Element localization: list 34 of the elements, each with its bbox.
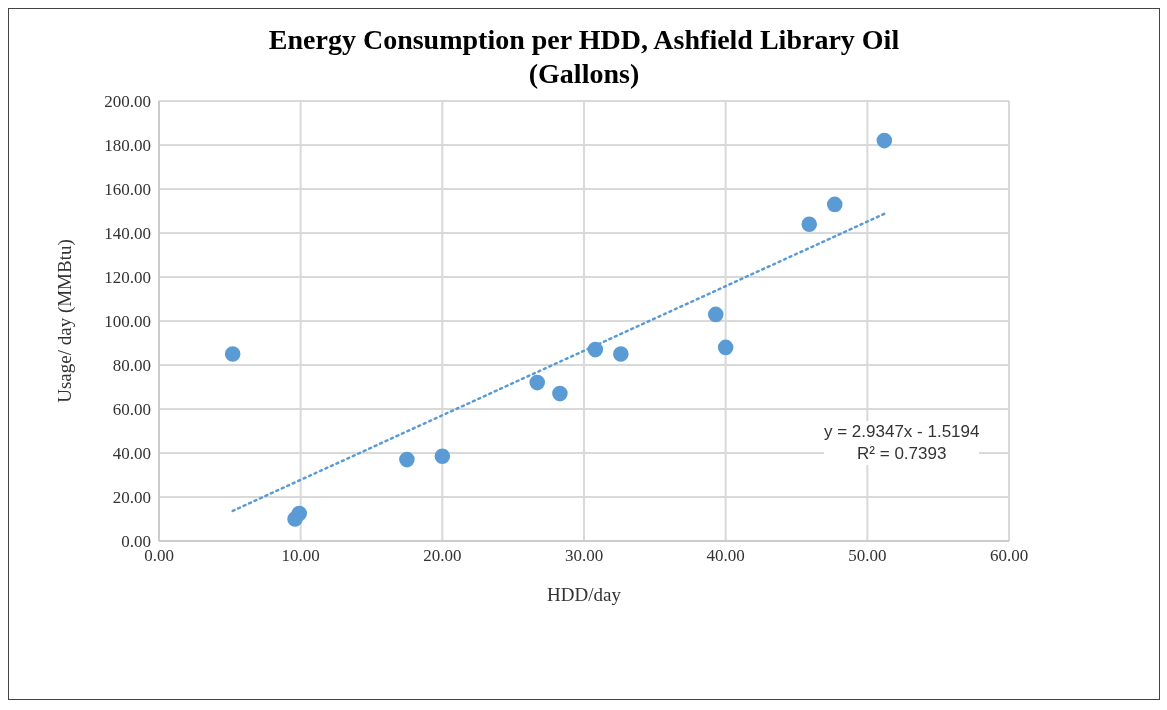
point bbox=[552, 385, 568, 402]
point bbox=[801, 216, 818, 232]
point bbox=[826, 196, 843, 213]
point bbox=[707, 306, 724, 323]
annotation: R² = 0.7393 bbox=[856, 443, 948, 465]
y-tick-label: 60.00 bbox=[112, 400, 151, 420]
point bbox=[717, 339, 734, 356]
x-tick-label: 0.00 bbox=[144, 546, 174, 566]
point bbox=[224, 346, 241, 362]
y-tick-label: 20.00 bbox=[112, 488, 151, 508]
y-tick-label: 180.00 bbox=[104, 136, 151, 156]
y-tick-label: 80.00 bbox=[112, 356, 151, 376]
y-tick-label: 160.00 bbox=[104, 180, 151, 200]
y-tick-label: 100.00 bbox=[104, 312, 151, 332]
annotation: y = 2.9347x - 1.5194 bbox=[824, 421, 980, 443]
x-tick-label: 60.00 bbox=[989, 546, 1029, 566]
x-tick-label: 20.00 bbox=[423, 546, 462, 566]
x-tick-label: 50.00 bbox=[848, 546, 887, 566]
point bbox=[399, 451, 415, 468]
y-tick-label: 120.00 bbox=[104, 268, 151, 288]
y-tick-label: 200.00 bbox=[104, 92, 151, 112]
x-tick-label: 40.00 bbox=[706, 546, 745, 566]
y-tick-label: 40.00 bbox=[112, 444, 151, 464]
x-axis-title: HDD/day bbox=[547, 584, 622, 605]
chart-title: Energy Consumption per HDD, Ashfield Library Oil (Gallons) bbox=[267, 23, 901, 91]
x-tick-label: 10.00 bbox=[281, 546, 320, 566]
x-tick-label: 30.00 bbox=[564, 546, 604, 566]
point bbox=[613, 346, 629, 362]
point bbox=[434, 448, 451, 465]
point bbox=[529, 374, 546, 391]
point bbox=[876, 132, 893, 149]
y-tick-label: 140.00 bbox=[104, 224, 151, 244]
point bbox=[291, 505, 308, 522]
y-axis-title: Usage/ day (MMBtu) bbox=[53, 239, 76, 403]
